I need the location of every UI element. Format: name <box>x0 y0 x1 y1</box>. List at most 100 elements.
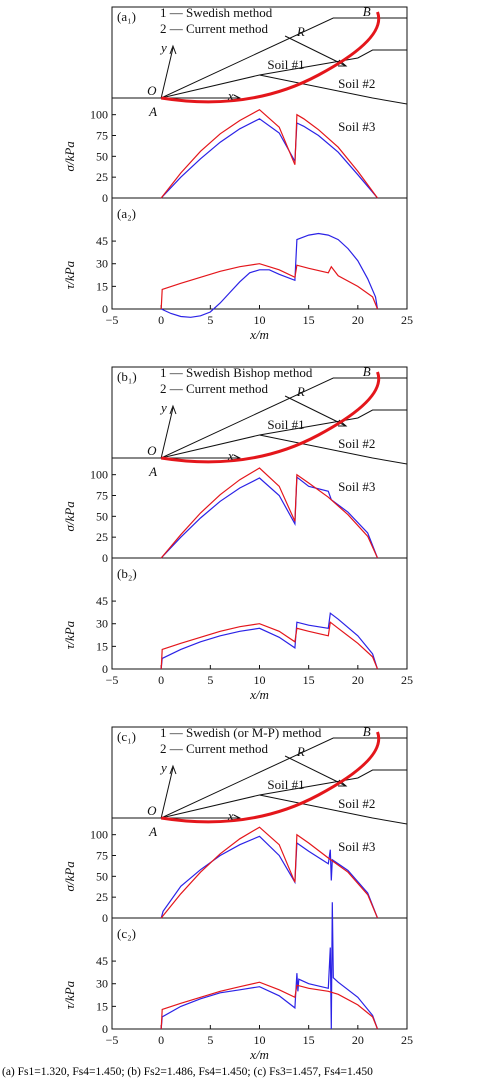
y-axis-letter: y <box>159 760 167 775</box>
y-axis-arrow <box>160 767 174 819</box>
soil-label-2: Soil #2 <box>338 436 375 451</box>
x-tick-label: 25 <box>401 673 413 687</box>
tau-tick-label: 45 <box>96 954 108 968</box>
legend-entry-2: 2 — Current method <box>160 381 268 396</box>
point-label-o: O <box>147 803 157 818</box>
legend-entry-1: 1 — Swedish Bishop method <box>160 365 313 380</box>
soil-label-2: Soil #2 <box>338 76 375 91</box>
tau-axis-label: τ/kPa <box>62 980 77 1009</box>
soil-label-1: Soil #1 <box>267 417 304 432</box>
sigma-tick-label: 25 <box>96 530 108 544</box>
soil-label-3: Soil #3 <box>338 119 375 134</box>
sigma-tick-label: 0 <box>102 551 108 565</box>
ground-surface <box>112 17 407 99</box>
tau-tick-label: 45 <box>96 234 108 248</box>
x-tick-label: 20 <box>352 313 364 327</box>
x-tick-label: 20 <box>352 1033 364 1047</box>
point-label-a: A <box>148 104 157 119</box>
sigma-axis-label: σ/kPa <box>62 141 77 172</box>
soil-label-1: Soil #1 <box>267 57 304 72</box>
legend-entry-1: 1 — Swedish (or M-P) method <box>160 725 322 740</box>
soil-boundary-2 <box>259 434 408 465</box>
radius-label: R <box>296 384 305 399</box>
sigma-axis-label: σ/kPa <box>62 501 77 532</box>
panel-label-tau: (a₂) <box>117 206 136 221</box>
x-axis-letter: x <box>227 88 234 103</box>
x-tick-label: 20 <box>352 673 364 687</box>
legend-entry-2: 2 — Current method <box>160 741 268 756</box>
figure-caption: (a) Fs1=1.320, Fs4=1.450; (b) Fs2=1.486,… <box>2 1066 373 1078</box>
radius-label: R <box>296 24 305 39</box>
x-axis-letter: x <box>227 808 234 823</box>
point-label-o: O <box>147 443 157 458</box>
sigma-series-2 <box>160 108 378 199</box>
radius-line <box>284 395 347 427</box>
slip-surface <box>160 11 381 104</box>
x-tick-label: 10 <box>254 1033 266 1047</box>
slip-surface <box>160 731 381 824</box>
sigma-tick-label: 100 <box>90 828 108 842</box>
tau-tick-label: 30 <box>96 617 108 631</box>
y-axis-letter: y <box>159 400 167 415</box>
tau-tick-label: 15 <box>96 279 108 293</box>
tau-tick-label: 30 <box>96 977 108 991</box>
tau-tick-label: 30 <box>96 257 108 271</box>
x-tick-label: 5 <box>207 1033 213 1047</box>
soil-boundary-2 <box>259 74 408 105</box>
y-axis-letter: y <box>159 40 167 55</box>
soil-boundary-1 <box>161 49 407 99</box>
tau-axis-label: τ/kPa <box>62 260 77 289</box>
y-axis-arrow <box>160 407 174 459</box>
soil-boundary-2 <box>259 794 408 825</box>
sigma-tick-label: 50 <box>96 509 108 523</box>
sigma-tick-label: 0 <box>102 911 108 925</box>
x-tick-label: 5 <box>207 673 213 687</box>
point-label-a: A <box>148 464 157 479</box>
soil-label-3: Soil #3 <box>338 479 375 494</box>
radius-line <box>284 35 347 67</box>
x-tick-label: 15 <box>303 673 315 687</box>
x-tick-label: 15 <box>303 1033 315 1047</box>
panel-label-geometry: (c₁) <box>117 729 136 744</box>
slip-surface <box>160 371 381 464</box>
tau-tick-label: 15 <box>96 999 108 1013</box>
soil-label-1: Soil #1 <box>267 777 304 792</box>
x-tick-label: 25 <box>401 313 413 327</box>
x-tick-label: −5 <box>106 673 119 687</box>
y-arrowhead-icon <box>169 764 177 775</box>
point-label-b: B <box>363 724 371 739</box>
x-axis-label: x/m <box>249 1047 269 1062</box>
panel-label-geometry: (b₁) <box>117 369 137 384</box>
sigma-tick-label: 50 <box>96 869 108 883</box>
sigma-axis-label: σ/kPa <box>62 861 77 892</box>
point-label-b: B <box>363 4 371 19</box>
soil-label-3: Soil #3 <box>338 839 375 854</box>
x-axis-label: x/m <box>249 687 269 702</box>
legend-entry-2: 2 — Current method <box>160 21 268 36</box>
sigma-tick-label: 50 <box>96 149 108 163</box>
sigma-tick-label: 25 <box>96 170 108 184</box>
x-tick-label: −5 <box>106 313 119 327</box>
sigma-tick-label: 75 <box>96 849 108 863</box>
soil-boundary-1 <box>161 409 407 459</box>
x-tick-label: 0 <box>158 1033 164 1047</box>
sigma-series-2 <box>160 826 379 919</box>
sigma-tick-label: 100 <box>90 108 108 122</box>
soil-label-2: Soil #2 <box>338 796 375 811</box>
legend-entry-1: 1 — Swedish method <box>160 5 273 20</box>
tau-axis-label: τ/kPa <box>62 620 77 649</box>
tau-tick-label: 0 <box>102 302 108 316</box>
soil-boundary-1 <box>161 769 407 819</box>
ground-surface <box>112 377 407 459</box>
x-axis-letter: x <box>227 448 234 463</box>
radius-label: R <box>296 744 305 759</box>
x-tick-label: 25 <box>401 1033 413 1047</box>
x-tick-label: 0 <box>158 313 164 327</box>
sigma-tick-label: 25 <box>96 890 108 904</box>
tau-series-2 <box>160 981 379 1030</box>
ground-surface <box>112 737 407 819</box>
point-label-a: A <box>148 824 157 839</box>
x-tick-label: 10 <box>254 313 266 327</box>
